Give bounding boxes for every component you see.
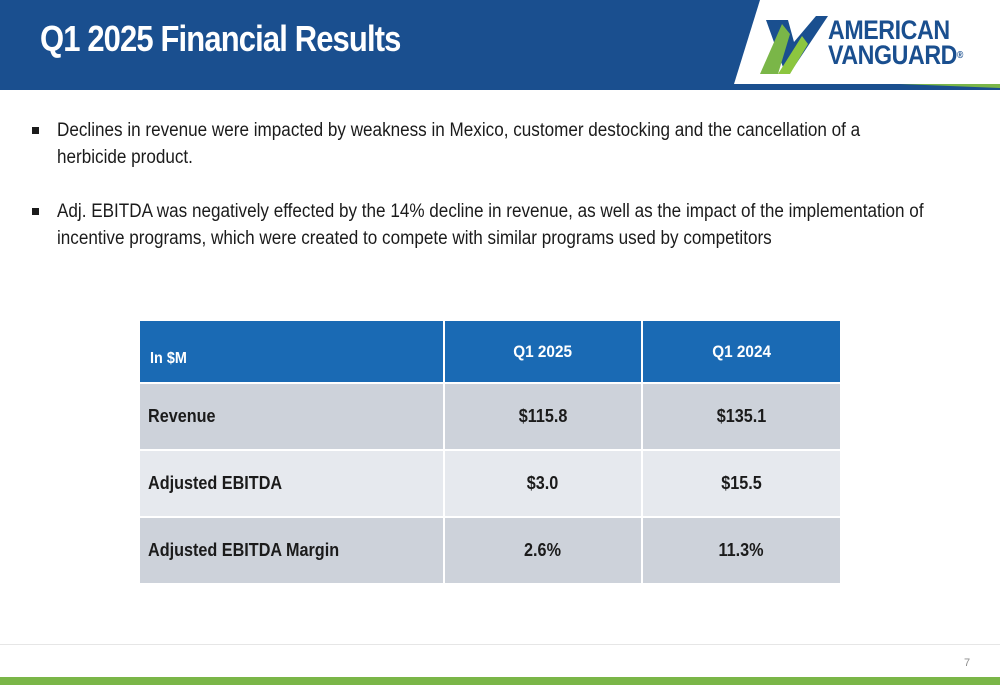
- page-title: Q1 2025 Financial Results: [40, 18, 401, 59]
- row-label: Adjusted EBITDA: [140, 449, 445, 517]
- checkmark-logo-icon: [760, 16, 828, 74]
- table-cell: $3.0: [444, 449, 643, 517]
- column-header-q1-2025: Q1 2025: [444, 321, 643, 383]
- bullet-text: Adj. EBITDA was negatively effected by t…: [57, 201, 924, 249]
- table-cell: $135.1: [642, 382, 840, 450]
- table-row: Adjusted EBITDA Margin 2.6% 11.3%: [140, 516, 840, 583]
- logo-wordmark: AMERICAN VANGUARD®: [828, 15, 963, 70]
- table-header-row: In $M Q1 2025 Q1 2024: [140, 321, 840, 383]
- logo-line-1: AMERICAN: [828, 15, 950, 45]
- table-row: Revenue $115.8 $135.1: [140, 382, 840, 450]
- bullet-item: Adj. EBITDA was negatively effected by t…: [32, 198, 932, 252]
- table-cell: 11.3%: [642, 516, 840, 583]
- row-label: Adjusted EBITDA Margin: [140, 516, 445, 583]
- footer-accent-bar: [0, 677, 1000, 685]
- table-cell: 2.6%: [444, 516, 643, 583]
- table-row: Adjusted EBITDA $3.0 $15.5: [140, 449, 840, 517]
- header-banner-shape: [0, 0, 1000, 90]
- table-cell: $15.5: [642, 449, 840, 517]
- financial-results-table: In $M Q1 2025 Q1 2024 Revenue $115.8 $13…: [140, 321, 840, 583]
- bullet-text: Declines in revenue were impacted by wea…: [57, 120, 861, 168]
- bullet-list: Declines in revenue were impacted by wea…: [32, 117, 932, 279]
- page-number: 7: [964, 657, 971, 669]
- header-bar: Q1 2025 Financial Results AMERICAN VANGU…: [0, 0, 1000, 90]
- square-bullet-icon: [32, 127, 39, 134]
- square-bullet-icon: [32, 208, 39, 215]
- company-logo: AMERICAN VANGUARD®: [758, 14, 990, 76]
- logo-line-2: VANGUARD: [828, 40, 957, 70]
- row-label: Revenue: [140, 382, 445, 450]
- registered-mark: ®: [957, 50, 963, 61]
- column-header-units: In $M: [140, 321, 445, 383]
- column-header-q1-2024: Q1 2024: [642, 321, 840, 383]
- bullet-item: Declines in revenue were impacted by wea…: [32, 117, 932, 171]
- footer-divider: [0, 644, 1000, 645]
- table-cell: $115.8: [444, 382, 643, 450]
